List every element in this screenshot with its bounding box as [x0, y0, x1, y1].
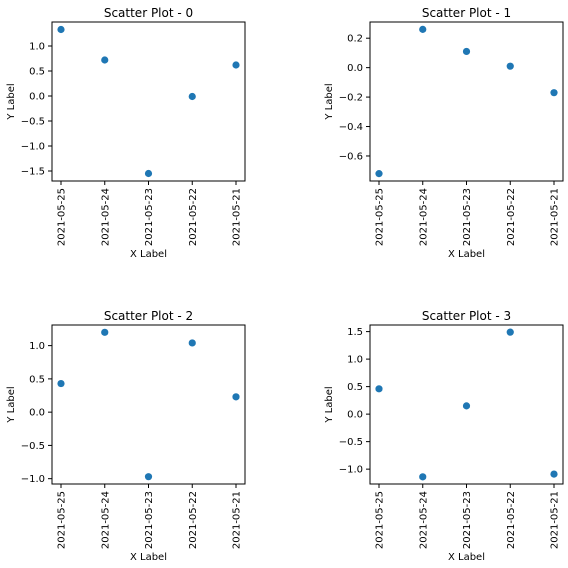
x-tick-label: 2021-05-22 [506, 188, 517, 246]
x-tick-label: 2021-05-23 [144, 491, 155, 549]
y-tick-label: 0.5 [29, 374, 45, 385]
chart-title: Scatter Plot - 3 [422, 309, 511, 323]
scatter-panel-2: Scatter Plot - 2 1.0 0.5 0.0 −0.5 −1.0 2021-05… [6, 309, 246, 563]
x-tick-label: 2021-05-24 [100, 491, 111, 549]
y-tick-label: 0.0 [29, 92, 45, 103]
x-axis-label: X Label [448, 552, 485, 563]
y-tick-label: −0.5 [339, 437, 363, 448]
scatter-panel-1: Scatter Plot - 1 0.2 0.0 −0.2 −0.4 −0.6 2021-0… [324, 6, 564, 260]
y-tick-label: 0.0 [29, 408, 45, 419]
axes-frame [51, 324, 246, 485]
y-tick-label: −0.4 [339, 122, 363, 133]
data-point [506, 62, 514, 70]
data-point [550, 89, 558, 97]
scatter-panel-0: Scatter Plot - 0 1.0 0.5 0.0 −0.5 −1.0 −1.5 202… [6, 6, 246, 260]
x-tick-label: 2021-05-24 [418, 491, 429, 549]
y-tick-label: −0.2 [339, 93, 363, 104]
x-axis-label: X Label [130, 552, 167, 563]
x-tick-label: 2021-05-23 [462, 188, 473, 246]
data-point [462, 47, 471, 56]
x-axis-label: X Label [130, 249, 167, 260]
data-point [144, 473, 153, 481]
x-tick-label: 2021-05-22 [188, 491, 199, 549]
data-point [506, 328, 514, 336]
chart-title: Scatter Plot - 1 [422, 6, 511, 20]
x-tick-label: 2021-05-21 [232, 188, 243, 246]
data-point [188, 92, 196, 101]
y-tick-label: −1.5 [21, 167, 45, 178]
y-tick-label: −0.6 [339, 151, 363, 162]
x-tick-label: 2021-05-23 [462, 491, 473, 549]
y-tick-label: −0.5 [21, 441, 45, 452]
y-tick-label: 1.5 [347, 327, 363, 338]
data-point [144, 169, 153, 178]
y-tick-label: 0.2 [347, 34, 363, 45]
data-point [188, 339, 196, 347]
data-point [57, 25, 65, 34]
x-tick-label: 2021-05-25 [375, 491, 386, 549]
y-tick-label: −1.0 [21, 142, 45, 153]
y-tick-label: −0.5 [21, 117, 45, 128]
y-tick-label: 0.0 [347, 410, 363, 421]
y-tick-label: −1.0 [21, 474, 45, 485]
y-axis-label: Y Label [324, 83, 335, 120]
scatter-panel-3: Scatter Plot - 3 1.5 1.0 0.5 0.0 −0.5 −1.0 2021… [324, 309, 564, 563]
y-axis-label: Y Label [6, 386, 17, 423]
x-tick-label: 2021-05-25 [375, 188, 386, 246]
data-point [232, 61, 240, 69]
x-tick-label: 2021-05-21 [232, 491, 243, 549]
data-point [375, 385, 383, 393]
x-tick-label: 2021-05-25 [57, 188, 68, 246]
chart-title: Scatter Plot - 0 [104, 6, 193, 20]
x-tick-label: 2021-05-23 [144, 188, 155, 246]
data-point [462, 402, 471, 410]
y-tick-label: 0.5 [29, 67, 45, 78]
y-tick-label: 1.0 [29, 42, 45, 53]
x-tick-label: 2021-05-25 [57, 491, 68, 549]
x-tick-label: 2021-05-22 [188, 188, 199, 246]
y-tick-label: 0.5 [347, 382, 363, 393]
x-tick-label: 2021-05-22 [506, 491, 517, 549]
data-point [57, 379, 65, 388]
y-tick-label: 1.0 [29, 341, 45, 352]
y-axis-label: Y Label [6, 83, 17, 120]
x-axis-label: X Label [448, 249, 485, 260]
x-tick-label: 2021-05-24 [100, 188, 111, 246]
chart-title: Scatter Plot - 2 [104, 309, 193, 323]
data-point [419, 473, 427, 481]
data-point [232, 393, 240, 401]
x-tick-label: 2021-05-21 [550, 188, 561, 246]
y-tick-label: 0.0 [347, 63, 363, 74]
data-point [419, 25, 427, 33]
y-tick-label: 1.0 [347, 355, 363, 366]
data-point [101, 56, 109, 64]
x-tick-label: 2021-05-21 [550, 491, 561, 549]
y-axis-label: Y Label [324, 386, 335, 423]
axes-frame [51, 21, 246, 182]
axes-frame [369, 21, 564, 182]
y-tick-label: −1.0 [339, 465, 363, 476]
data-point [101, 328, 109, 336]
data-point [550, 470, 558, 478]
data-point [375, 170, 383, 178]
x-tick-label: 2021-05-24 [418, 188, 429, 246]
